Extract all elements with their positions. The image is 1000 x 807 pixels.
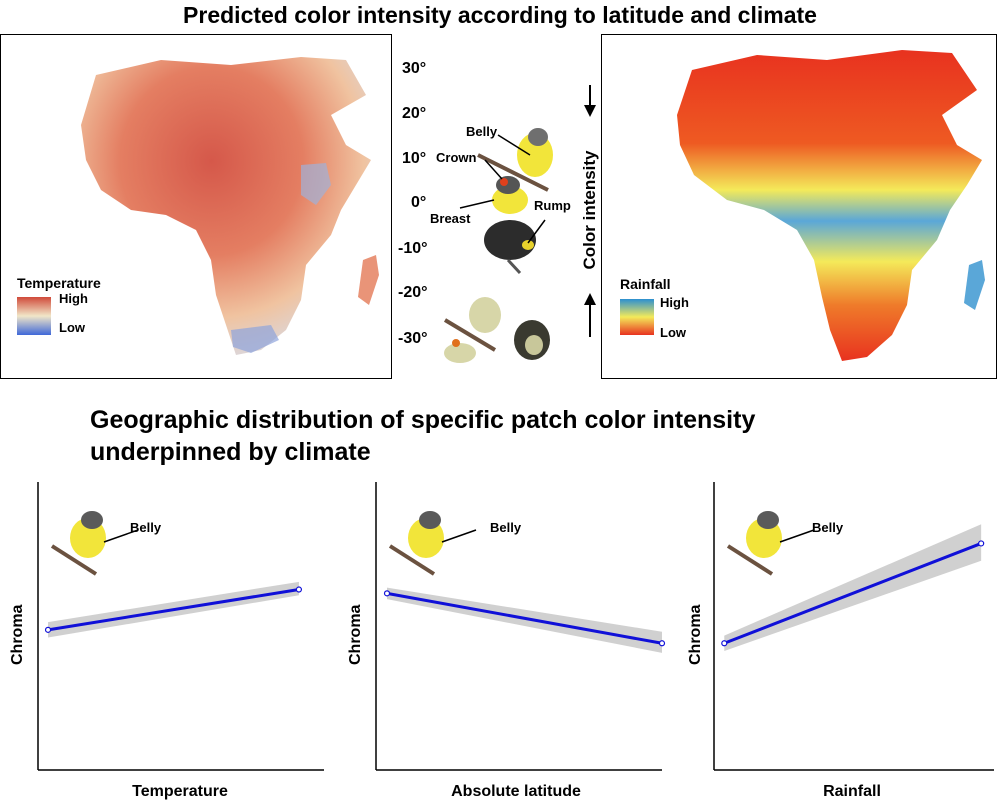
madagascar-shape-temperature bbox=[358, 255, 379, 305]
fit-line bbox=[386, 591, 663, 645]
temperature-legend-high: High bbox=[59, 291, 88, 306]
color-intensity-label: Color intensity bbox=[580, 150, 599, 270]
latitude-label: 20° bbox=[402, 105, 427, 122]
rainfall-legend-bar bbox=[620, 299, 654, 335]
arrow-crown bbox=[484, 159, 503, 180]
rainfall-legend-high: High bbox=[660, 295, 689, 310]
color-intensity-arrows bbox=[584, 85, 596, 337]
latitude-label: -20° bbox=[398, 284, 428, 301]
bird-crown bbox=[496, 176, 520, 194]
fit-endpoint bbox=[295, 586, 303, 593]
top-title: Predicted color intensity according to l… bbox=[183, 2, 817, 28]
bird-legs bbox=[506, 258, 522, 275]
chart-panel-1: Chroma Temperature Belly bbox=[0, 476, 330, 807]
label-belly: Belly bbox=[466, 124, 498, 139]
bird-pale-black-belly bbox=[525, 335, 543, 355]
cool-highlands-south bbox=[231, 325, 279, 353]
arrow-down-head bbox=[584, 105, 596, 117]
temperature-legend-bar bbox=[17, 297, 51, 335]
rainfall-legend-low: Low bbox=[660, 325, 686, 340]
chart-panel-2: Chroma Absolute latitude Belly bbox=[338, 476, 668, 807]
chart-3-inset-label: Belly bbox=[812, 520, 844, 535]
bird-breast-yellow bbox=[492, 186, 528, 214]
chart-temperature bbox=[37, 482, 324, 771]
inset-bird-head bbox=[757, 511, 779, 529]
latitude-label: 30° bbox=[402, 60, 427, 77]
bird-head bbox=[528, 128, 548, 146]
inset-arrow bbox=[441, 529, 477, 543]
inset-bird-head bbox=[81, 511, 103, 529]
branch bbox=[477, 153, 549, 192]
crown-red-patch bbox=[500, 178, 508, 186]
temperature-map bbox=[17, 57, 379, 355]
label-rump: Rump bbox=[534, 198, 571, 213]
madagascar-shape-rainfall bbox=[964, 260, 985, 310]
fit-endpoint bbox=[978, 540, 985, 547]
inset-branch bbox=[388, 544, 436, 576]
latitude-axis: 30° 20° 10° 0° -10° -20° -30° bbox=[398, 60, 438, 360]
middle-title-line1: Geographic distribution of specific patc… bbox=[90, 406, 756, 434]
temperature-legend-low: Low bbox=[59, 320, 85, 335]
inset-arrow bbox=[779, 529, 815, 543]
confidence-band bbox=[387, 587, 662, 653]
rainfall-map bbox=[620, 50, 985, 361]
inset-arrow bbox=[103, 529, 139, 543]
chart-1-xlabel: Temperature bbox=[132, 783, 228, 800]
arrow-up-head bbox=[584, 293, 596, 305]
label-crown: Crown bbox=[436, 150, 477, 165]
rainfall-legend-title: Rainfall bbox=[620, 276, 671, 292]
middle-title-line2: underpinned by climate bbox=[90, 438, 371, 466]
bird-black-body bbox=[484, 220, 536, 260]
chart-1-inset-label: Belly bbox=[130, 520, 162, 535]
chart-3-xlabel: Rainfall bbox=[823, 783, 881, 800]
fit-endpoint bbox=[44, 626, 52, 633]
branch bbox=[443, 318, 497, 352]
africa-shape-rainfall bbox=[677, 50, 982, 361]
africa-shape-temperature bbox=[81, 57, 371, 355]
cool-highlands-east bbox=[301, 163, 331, 205]
chart-latitude bbox=[375, 482, 666, 771]
latitude-label: -10° bbox=[398, 240, 428, 257]
chart-panel-3: Chroma Rainfall Belly bbox=[676, 476, 1000, 807]
inset-branch bbox=[726, 544, 774, 576]
chart-1-ylabel: Chroma bbox=[9, 604, 26, 665]
arrow-belly bbox=[497, 134, 531, 156]
bird-pale-small bbox=[444, 343, 476, 363]
chart-3-ylabel: Chroma bbox=[687, 604, 704, 665]
fit-line bbox=[723, 542, 982, 645]
chart-2-ylabel: Chroma bbox=[347, 604, 364, 665]
pale-crown-patch bbox=[452, 339, 460, 347]
fit-endpoint bbox=[383, 590, 391, 597]
arrow-breast bbox=[459, 199, 495, 209]
center-birds bbox=[443, 128, 553, 363]
inset-bird-head bbox=[419, 511, 441, 529]
chart-2-xlabel: Absolute latitude bbox=[451, 783, 581, 800]
fit-line bbox=[47, 588, 300, 632]
temperature-map-panel: Temperature High Low bbox=[0, 34, 392, 379]
rainfall-map-panel: Rainfall High Low bbox=[601, 34, 997, 379]
latitude-label: 0° bbox=[411, 194, 427, 211]
latitude-label: 10° bbox=[402, 150, 427, 167]
chart-2-inset-label: Belly bbox=[490, 520, 522, 535]
latitude-label: -30° bbox=[398, 330, 428, 347]
chart-rainfall bbox=[713, 482, 994, 771]
bird-rump-yellow bbox=[522, 240, 534, 250]
temperature-legend-title: Temperature bbox=[17, 275, 101, 291]
arrow-rump bbox=[527, 219, 546, 244]
label-breast: Breast bbox=[430, 211, 471, 226]
middle-title: Geographic distribution of specific patc… bbox=[90, 404, 755, 468]
fit-endpoint bbox=[721, 640, 728, 647]
fit-endpoint bbox=[658, 640, 666, 647]
bird-pale bbox=[469, 297, 501, 333]
inset-branch bbox=[50, 544, 98, 576]
